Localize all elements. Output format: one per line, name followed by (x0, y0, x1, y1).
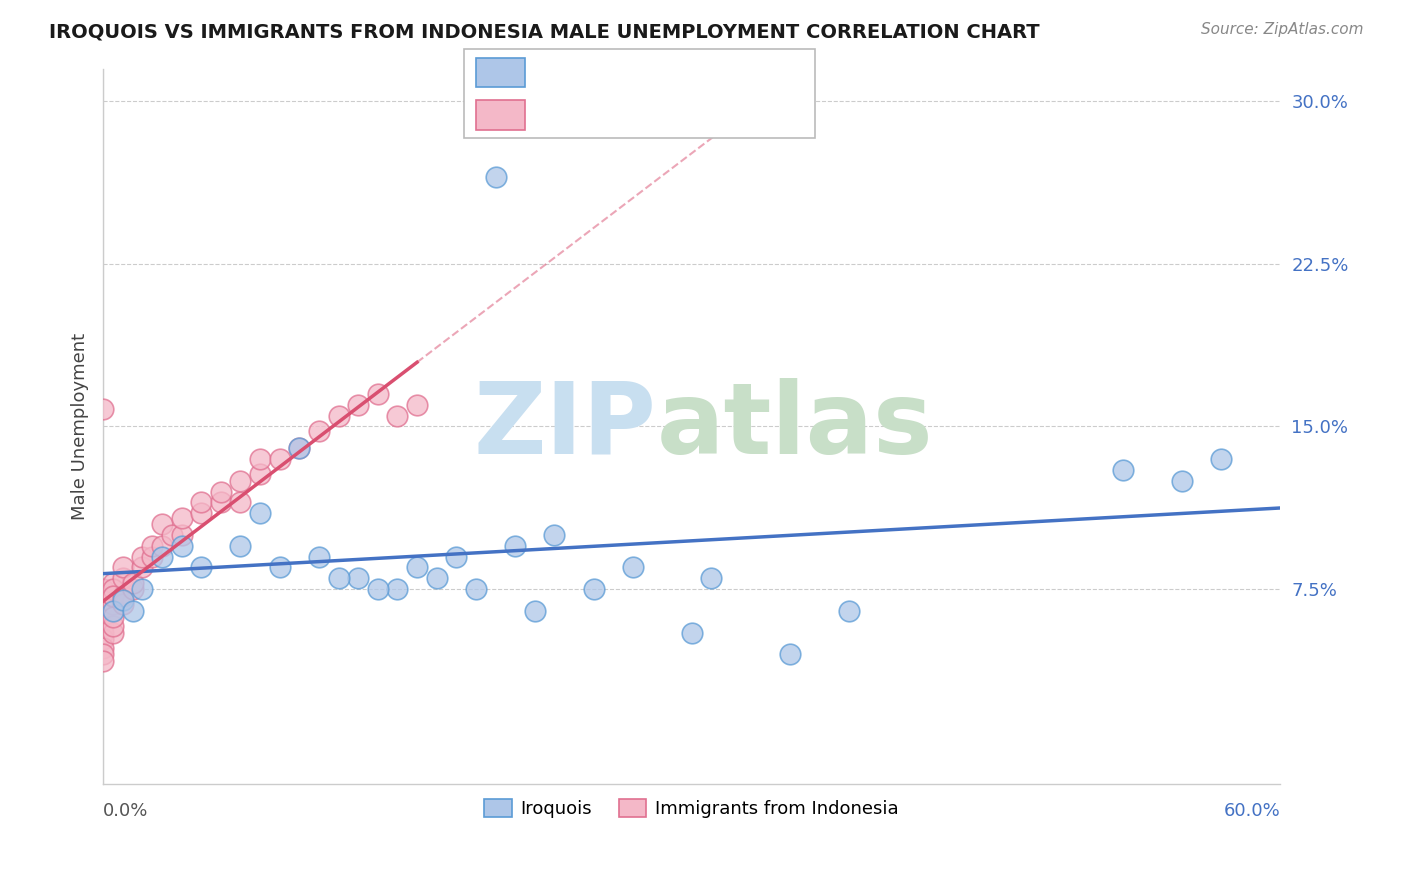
Point (131, 549, 153, 564)
Point (387, 582, 409, 597)
Point (190, 495, 212, 509)
Point (101, 589, 124, 603)
Point (170, 539, 193, 553)
Point (170, 510, 193, 524)
Point (367, 582, 389, 597)
Point (101, 610, 124, 624)
Point (347, 571, 370, 585)
Point (503, 539, 526, 553)
Point (523, 604, 546, 618)
Legend: Iroquois, Immigrants from Indonesia: Iroquois, Immigrants from Indonesia (477, 792, 907, 825)
Point (111, 593, 134, 607)
Point (406, 398, 429, 412)
Point (91, 640, 114, 655)
Point (111, 589, 134, 603)
Point (91, 654, 114, 668)
Point (269, 560, 291, 574)
Point (91, 402, 114, 417)
Point (160, 528, 183, 542)
Point (101, 625, 124, 640)
Point (131, 582, 153, 597)
Point (779, 647, 801, 661)
Point (91, 625, 114, 640)
Text: 0.0%: 0.0% (103, 802, 149, 820)
Point (101, 575, 124, 590)
Point (367, 387, 389, 401)
Point (543, 528, 565, 542)
FancyBboxPatch shape (477, 58, 526, 87)
Point (209, 495, 232, 509)
Text: atlas: atlas (657, 378, 934, 475)
Point (288, 441, 311, 455)
Point (91, 619, 114, 633)
Point (249, 506, 271, 520)
Point (111, 560, 134, 574)
Text: IROQUOIS VS IMMIGRANTS FROM INDONESIA MALE UNEMPLOYMENT CORRELATION CHART: IROQUOIS VS IMMIGRANTS FROM INDONESIA MA… (49, 22, 1040, 41)
Point (446, 549, 468, 564)
Point (91, 647, 114, 661)
Point (121, 575, 143, 590)
Point (141, 539, 163, 553)
Point (101, 589, 124, 603)
Point (308, 549, 330, 564)
Point (190, 560, 212, 574)
Point (249, 467, 271, 482)
Text: 60.0%: 60.0% (1223, 802, 1281, 820)
Point (582, 582, 605, 597)
Point (406, 560, 429, 574)
Point (328, 571, 350, 585)
Point (91, 589, 114, 603)
FancyBboxPatch shape (477, 101, 526, 129)
Point (464, 582, 486, 597)
Point (121, 582, 143, 597)
Point (838, 604, 860, 618)
Point (484, 169, 506, 184)
Point (111, 598, 134, 612)
Text: N = 30: N = 30 (682, 63, 747, 81)
Y-axis label: Male Unemployment: Male Unemployment (72, 333, 89, 520)
Point (288, 441, 311, 455)
Point (209, 484, 232, 499)
Point (1211, 452, 1233, 467)
Text: ZIP: ZIP (474, 378, 657, 475)
Point (229, 495, 252, 509)
Point (101, 598, 124, 612)
Point (101, 604, 124, 618)
Text: N = 51: N = 51 (682, 106, 748, 124)
Point (249, 452, 271, 467)
Point (700, 571, 723, 585)
Point (91, 604, 114, 618)
Point (229, 539, 252, 553)
Point (1171, 474, 1194, 488)
Point (111, 571, 134, 585)
Point (328, 409, 350, 423)
Point (426, 571, 449, 585)
Point (91, 598, 114, 612)
Text: R = 0.287: R = 0.287 (538, 63, 633, 81)
Point (308, 424, 330, 438)
Point (101, 604, 124, 618)
Point (141, 549, 163, 564)
Point (229, 474, 252, 488)
Point (1112, 463, 1135, 477)
FancyBboxPatch shape (464, 49, 815, 138)
Point (170, 528, 193, 542)
Point (91, 632, 114, 646)
Point (190, 506, 212, 520)
Point (101, 582, 124, 597)
Point (91, 582, 114, 597)
Point (150, 549, 173, 564)
Point (101, 619, 124, 633)
Point (121, 604, 143, 618)
Point (621, 560, 644, 574)
Point (347, 398, 370, 412)
Text: Source: ZipAtlas.com: Source: ZipAtlas.com (1201, 22, 1364, 37)
Point (269, 452, 291, 467)
Point (681, 625, 703, 640)
Point (150, 539, 173, 553)
Point (150, 517, 173, 532)
Text: R = 0.566: R = 0.566 (538, 106, 633, 124)
Point (131, 560, 153, 574)
Point (387, 409, 409, 423)
